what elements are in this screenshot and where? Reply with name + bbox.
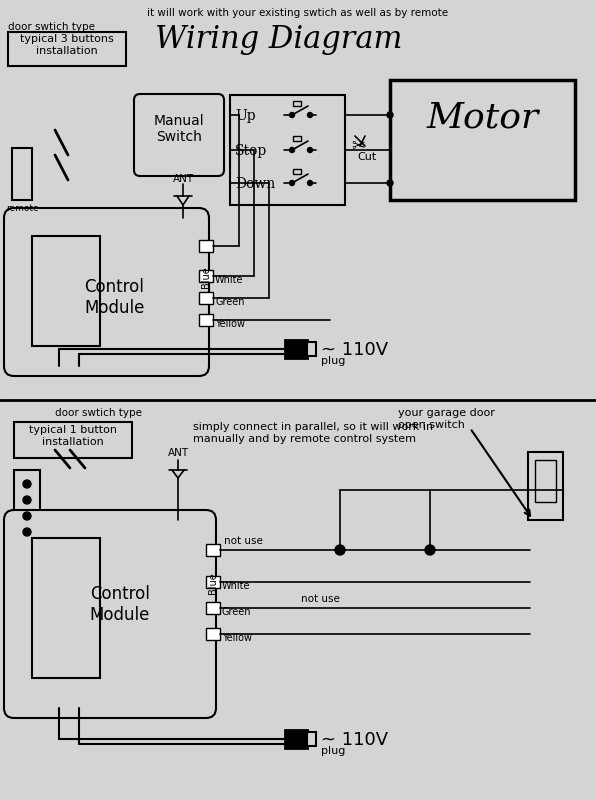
Bar (293, 169, 301, 174)
Circle shape (335, 545, 345, 555)
Text: ANT: ANT (167, 448, 188, 458)
Text: remote: remote (6, 204, 38, 213)
FancyBboxPatch shape (4, 208, 209, 376)
Circle shape (425, 545, 435, 555)
Text: Yellow: Yellow (222, 633, 252, 643)
FancyBboxPatch shape (134, 94, 224, 176)
Text: typical 3 buttons
installation: typical 3 buttons installation (20, 34, 114, 56)
Bar (32, 538, 100, 678)
Bar (199, 270, 213, 282)
Text: open switch: open switch (398, 420, 465, 430)
Bar (206, 602, 220, 614)
Circle shape (290, 181, 294, 186)
Bar (307, 342, 316, 356)
Circle shape (308, 147, 312, 153)
Bar (293, 101, 301, 106)
Text: Green: Green (222, 607, 252, 617)
Circle shape (23, 480, 31, 488)
Bar (12, 148, 32, 200)
Circle shape (290, 147, 294, 153)
Circle shape (308, 113, 312, 118)
Text: ✂: ✂ (351, 136, 365, 154)
Text: Stop: Stop (235, 144, 267, 158)
Text: not use: not use (224, 536, 263, 546)
Circle shape (308, 181, 312, 186)
Bar (206, 628, 220, 640)
Text: not use: not use (301, 594, 340, 604)
Bar (199, 240, 213, 252)
Text: ANT: ANT (172, 174, 194, 184)
Bar (535, 460, 556, 502)
Text: Up: Up (235, 109, 256, 123)
Bar (8, 32, 126, 66)
Bar (390, 80, 575, 200)
Text: Cut: Cut (357, 152, 376, 162)
Text: Blue: Blue (208, 572, 218, 594)
Bar (199, 314, 213, 326)
Text: ~ 110V: ~ 110V (321, 341, 388, 359)
Text: Control
Module: Control Module (90, 585, 150, 624)
Text: ~ 110V: ~ 110V (321, 731, 388, 749)
Text: Control
Module: Control Module (84, 278, 145, 317)
Bar (199, 292, 213, 304)
Bar (285, 730, 307, 748)
Text: Wiring Diagram: Wiring Diagram (155, 24, 402, 55)
Circle shape (387, 180, 393, 186)
Text: Blue: Blue (201, 266, 211, 288)
Text: simply connect in parallel, so it will work in
manually and by remote control sy: simply connect in parallel, so it will w… (193, 422, 433, 443)
Text: White: White (222, 581, 250, 591)
FancyBboxPatch shape (4, 510, 216, 718)
Bar (285, 340, 307, 358)
Bar (14, 470, 40, 542)
Text: White: White (215, 275, 244, 285)
Text: plug: plug (321, 746, 345, 756)
Circle shape (387, 112, 393, 118)
Text: typical 1 button
installation: typical 1 button installation (29, 425, 117, 446)
Bar (206, 544, 220, 556)
Text: your garage door: your garage door (398, 408, 495, 418)
Bar (230, 95, 345, 205)
Bar (307, 732, 316, 746)
Circle shape (23, 528, 31, 536)
Text: Yellow: Yellow (215, 319, 245, 329)
Circle shape (23, 496, 31, 504)
Text: Down: Down (235, 177, 275, 191)
Text: plug: plug (321, 356, 345, 366)
Text: door swtich type: door swtich type (8, 22, 95, 32)
Bar (32, 236, 100, 346)
Text: door swtich type: door swtich type (55, 408, 142, 418)
Bar (528, 452, 563, 520)
Text: Motor: Motor (426, 100, 539, 134)
Text: Manual
Switch: Manual Switch (154, 114, 204, 144)
Circle shape (290, 113, 294, 118)
Text: Green: Green (215, 297, 244, 307)
Text: it will work with your existing swtich as well as by remote: it will work with your existing swtich a… (147, 8, 449, 18)
Bar (206, 576, 220, 588)
Bar (14, 422, 132, 458)
Bar (293, 136, 301, 141)
Circle shape (23, 512, 31, 520)
